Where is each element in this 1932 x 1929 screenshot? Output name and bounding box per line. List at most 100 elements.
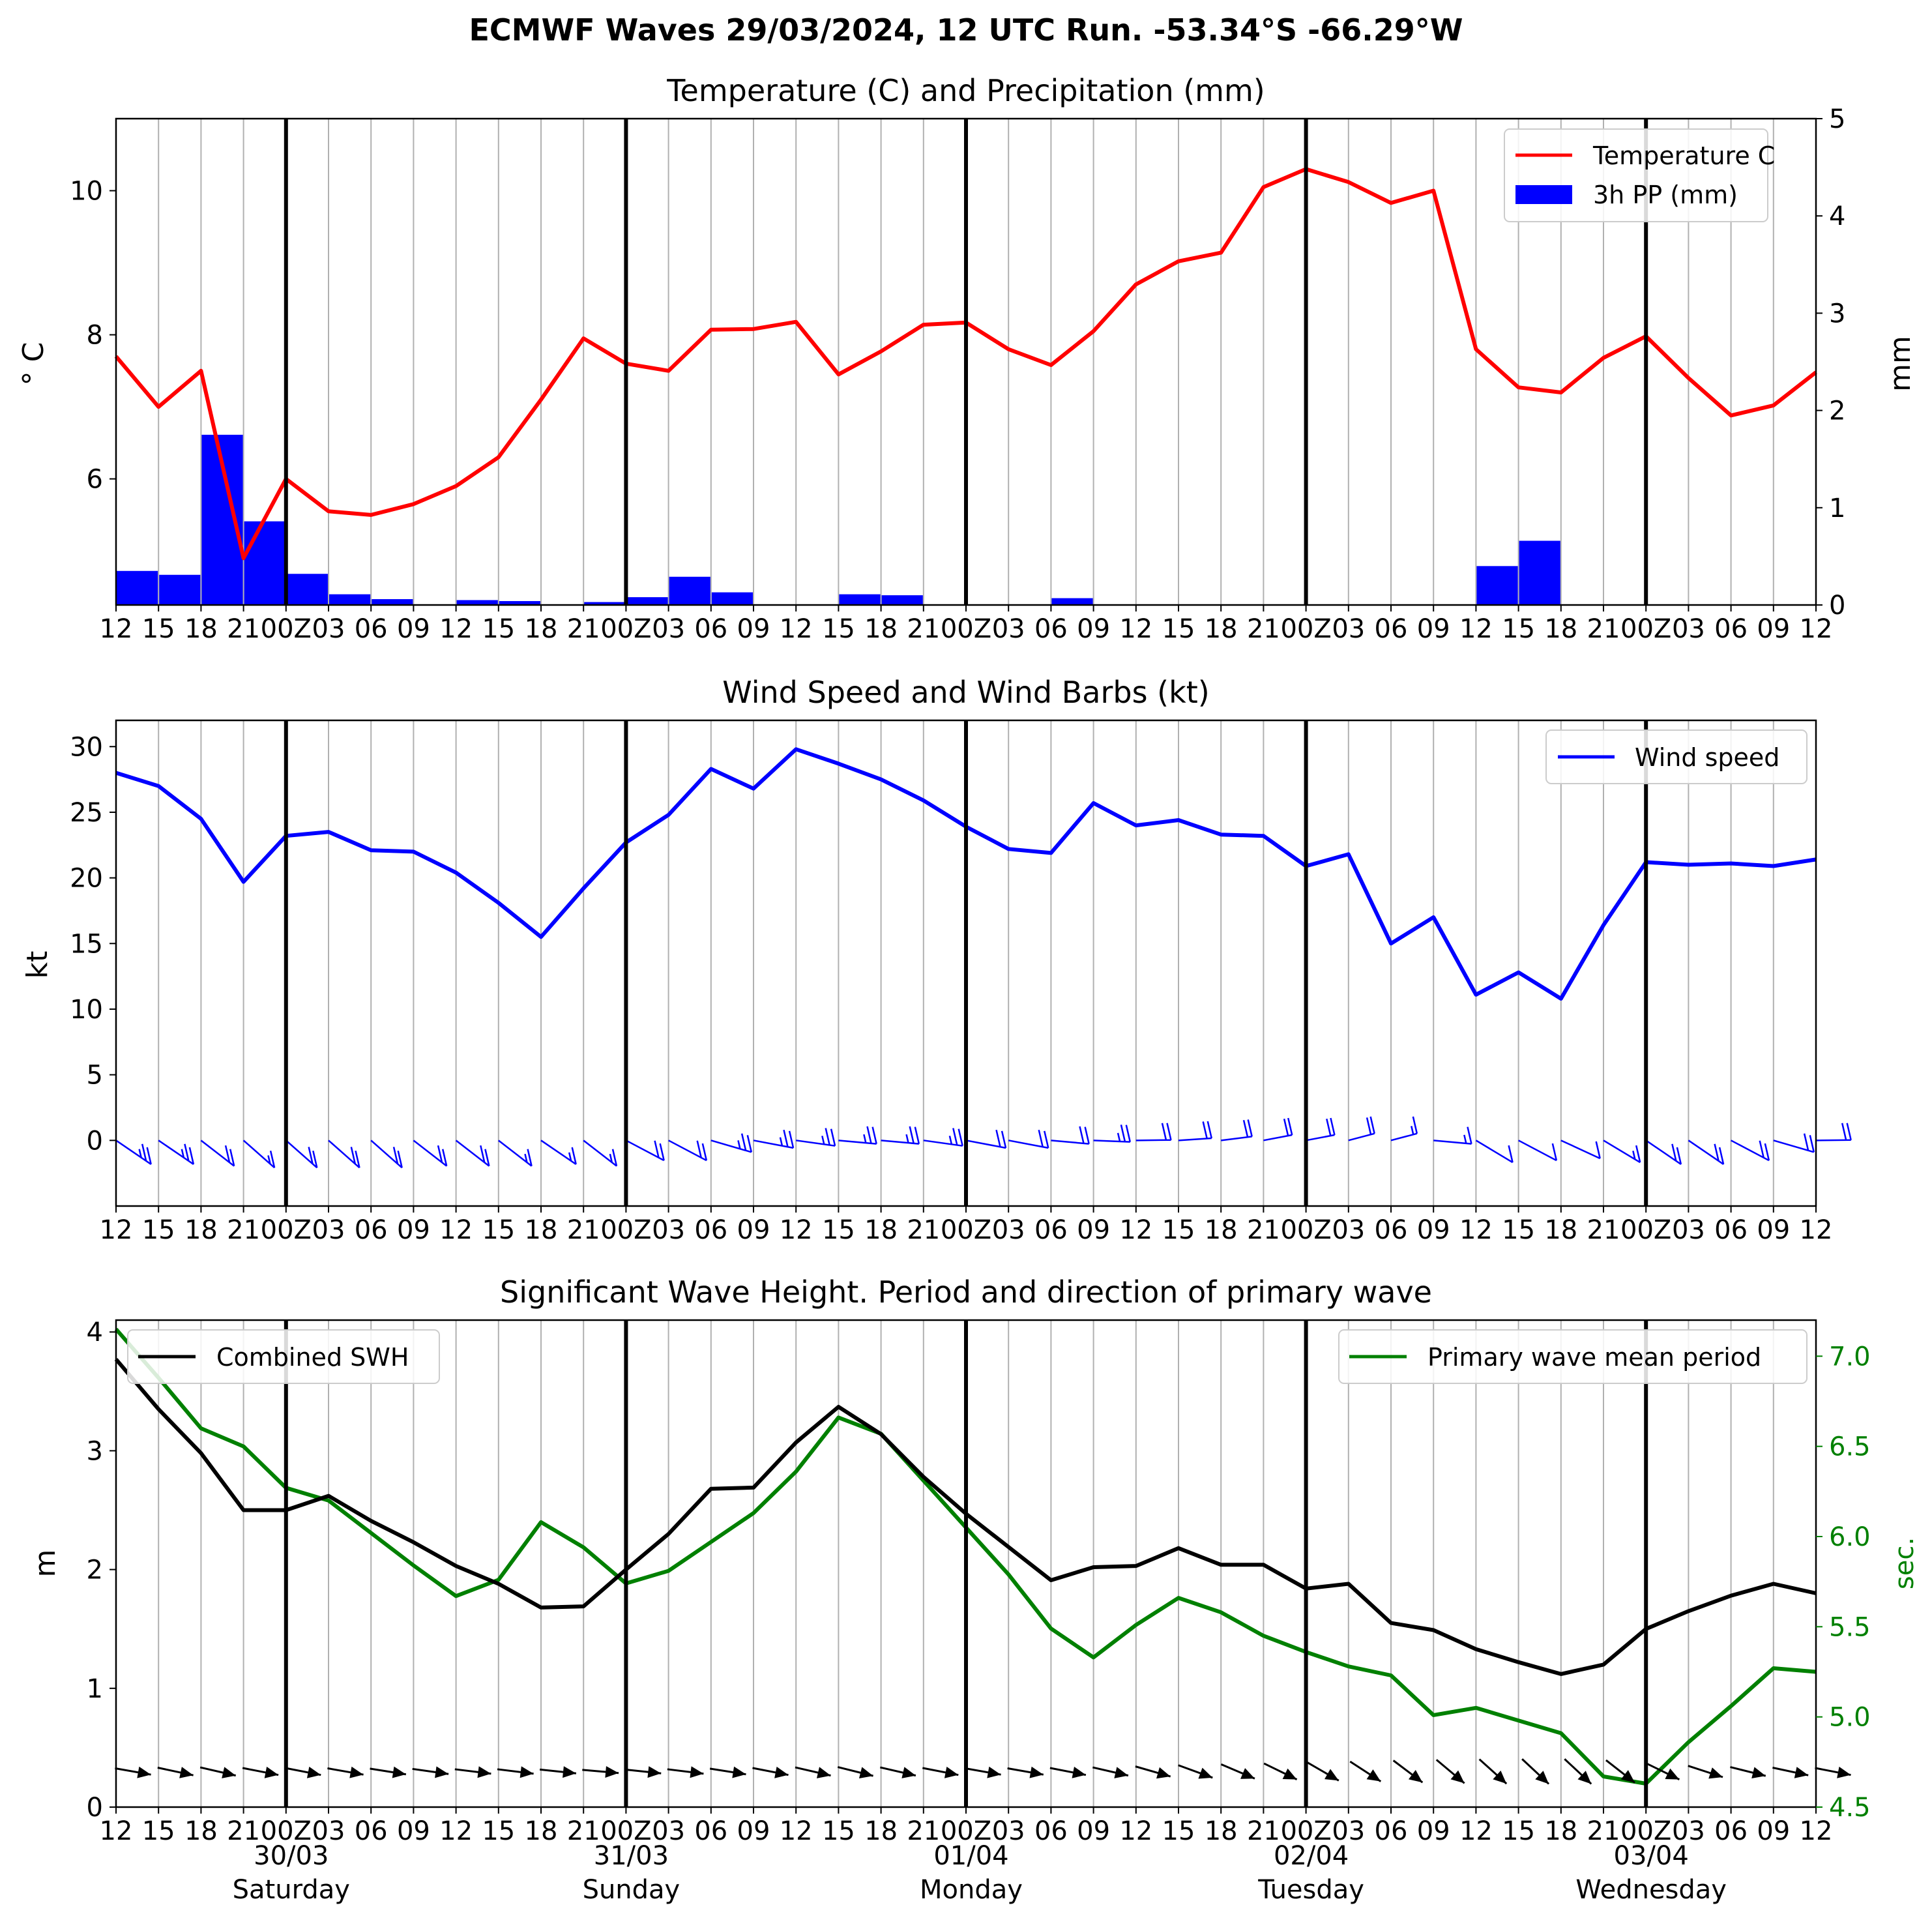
wind-barb-flag <box>1044 1130 1049 1149</box>
wave-arrow-head <box>222 1767 236 1778</box>
wave-direction-arrow <box>242 1767 279 1778</box>
wind-speed-line-point <box>1049 851 1053 855</box>
period-line-point <box>1261 1634 1265 1638</box>
period-line-point <box>369 1531 373 1535</box>
x-tick-label: 09 <box>397 1215 430 1245</box>
wind-barb <box>498 1140 533 1167</box>
temperature-grid <box>158 119 1774 605</box>
y-tick-label: 3 <box>87 1436 103 1466</box>
temperature-line-point <box>581 336 585 340</box>
temperature-line-point <box>454 484 458 488</box>
precipitation-bar <box>117 570 158 605</box>
x-tick-label: 12 <box>1459 1816 1493 1846</box>
wind-speed-line-point <box>1431 915 1435 919</box>
swh-line-point <box>369 1519 373 1523</box>
wind-speed-line-point <box>1772 864 1776 868</box>
precipitation-bar <box>669 576 710 605</box>
x-tick-label: 15 <box>822 1215 855 1245</box>
period-line-point <box>1219 1610 1223 1614</box>
x-tick-label: 12 <box>780 1215 813 1245</box>
wind-barb-half-flag <box>524 1153 528 1163</box>
wave-direction-arrow <box>1392 1760 1424 1784</box>
swh-line-point <box>752 1486 755 1490</box>
wind-barb-shaft <box>1051 1140 1089 1145</box>
period-legend: Primary wave mean period <box>1338 1329 1808 1384</box>
x-tick-label: 18 <box>525 1215 558 1245</box>
wind-barb-flag <box>995 1129 1001 1147</box>
x-tick-label: 03 <box>652 1816 685 1846</box>
legend-wind-label: Wind speed <box>1635 743 1779 772</box>
x-tick-label: 15 <box>142 614 175 644</box>
x-tick-label: 21 <box>567 1816 600 1846</box>
period-line-point <box>539 1520 543 1524</box>
wind-barb-shaft <box>796 1140 836 1147</box>
precipitation-bar <box>626 597 668 605</box>
x-tick-label: 09 <box>1417 1816 1450 1846</box>
wind-barb-flag <box>1287 1117 1293 1136</box>
wind-barb-flag <box>269 1150 276 1168</box>
wind-barb-flag <box>527 1149 533 1166</box>
wind-barb-shaft <box>1773 1140 1815 1153</box>
swh-line-point <box>709 1487 713 1491</box>
temperature-line-point <box>539 398 543 402</box>
x-tick-label: 09 <box>1417 614 1450 644</box>
wind-barb-flag <box>611 1149 618 1166</box>
swh-line-point <box>1134 1564 1138 1568</box>
x-tick-label: 09 <box>1077 1816 1110 1846</box>
wind-barb-flag <box>1508 1145 1514 1163</box>
x-tick-label: 15 <box>1502 1215 1535 1245</box>
temperature-ylabel: ° C <box>17 342 50 386</box>
wind-barb <box>1390 1116 1418 1141</box>
x-tick-label: 09 <box>397 1816 430 1846</box>
wind-barb-flag <box>909 1126 915 1144</box>
x-tick-label: 00Z <box>261 1816 312 1846</box>
wave-arrow-head <box>690 1766 704 1778</box>
swh-line-point <box>539 1606 543 1610</box>
x-tick-label: 06 <box>694 1816 727 1846</box>
x-tick-label: 21 <box>567 1215 600 1245</box>
y-tick-label: 20 <box>70 864 103 894</box>
swh-line-point <box>667 1532 671 1536</box>
x-tick-label: 15 <box>482 1215 515 1245</box>
wave-arrow-head <box>987 1766 1001 1778</box>
precipitation-bar <box>584 602 626 605</box>
wind-barb <box>1433 1126 1472 1145</box>
x-tick-label: 21 <box>1587 1816 1620 1846</box>
period-line-point <box>242 1445 246 1449</box>
x-tick-label: 18 <box>184 1816 218 1846</box>
wind-barb <box>796 1128 836 1147</box>
wind-barb <box>753 1129 795 1149</box>
x-tick-label: 03 <box>652 614 685 644</box>
wind-barb-shaft <box>710 1140 752 1153</box>
wind-barb-shaft <box>1731 1140 1770 1162</box>
wave-direction-arrow <box>1478 1758 1508 1785</box>
swh-line-point <box>327 1494 330 1498</box>
wind-barb-flag <box>141 1143 147 1162</box>
wind-barb <box>540 1140 577 1165</box>
wave-direction-arrow <box>1772 1767 1809 1778</box>
x-tick-label: 18 <box>864 1816 898 1846</box>
period-line-point <box>199 1426 203 1430</box>
wind-barb-shaft <box>1390 1132 1418 1141</box>
y-tick-label: 2 <box>87 1555 103 1585</box>
wind-barb-flag <box>1161 1123 1167 1141</box>
x-tick-label: 09 <box>737 1816 770 1846</box>
wind-legend-box <box>1545 729 1808 784</box>
wind-barb-flag <box>1283 1118 1289 1136</box>
wave-direction-arrow <box>624 1766 662 1778</box>
x-tick-label: 00Z <box>261 1215 312 1245</box>
temperature-line-point <box>1092 329 1096 333</box>
x-tick-label: 15 <box>142 1816 175 1846</box>
wave-direction-arrow <box>1521 1758 1550 1785</box>
wind-barb-flag <box>746 1135 753 1153</box>
wave-direction-arrows <box>115 1758 1851 1785</box>
x-tick-label: 00Z <box>600 1816 651 1846</box>
temperature-line-point <box>1261 185 1265 189</box>
wind-speed-line-point <box>539 935 543 939</box>
x-tick-label: 12 <box>1119 614 1152 644</box>
x-tick-label: 12 <box>100 1816 133 1846</box>
wind-barb-flag <box>1714 1143 1720 1162</box>
wind-barb-flag <box>480 1145 486 1163</box>
temperature-line-point <box>156 405 160 409</box>
